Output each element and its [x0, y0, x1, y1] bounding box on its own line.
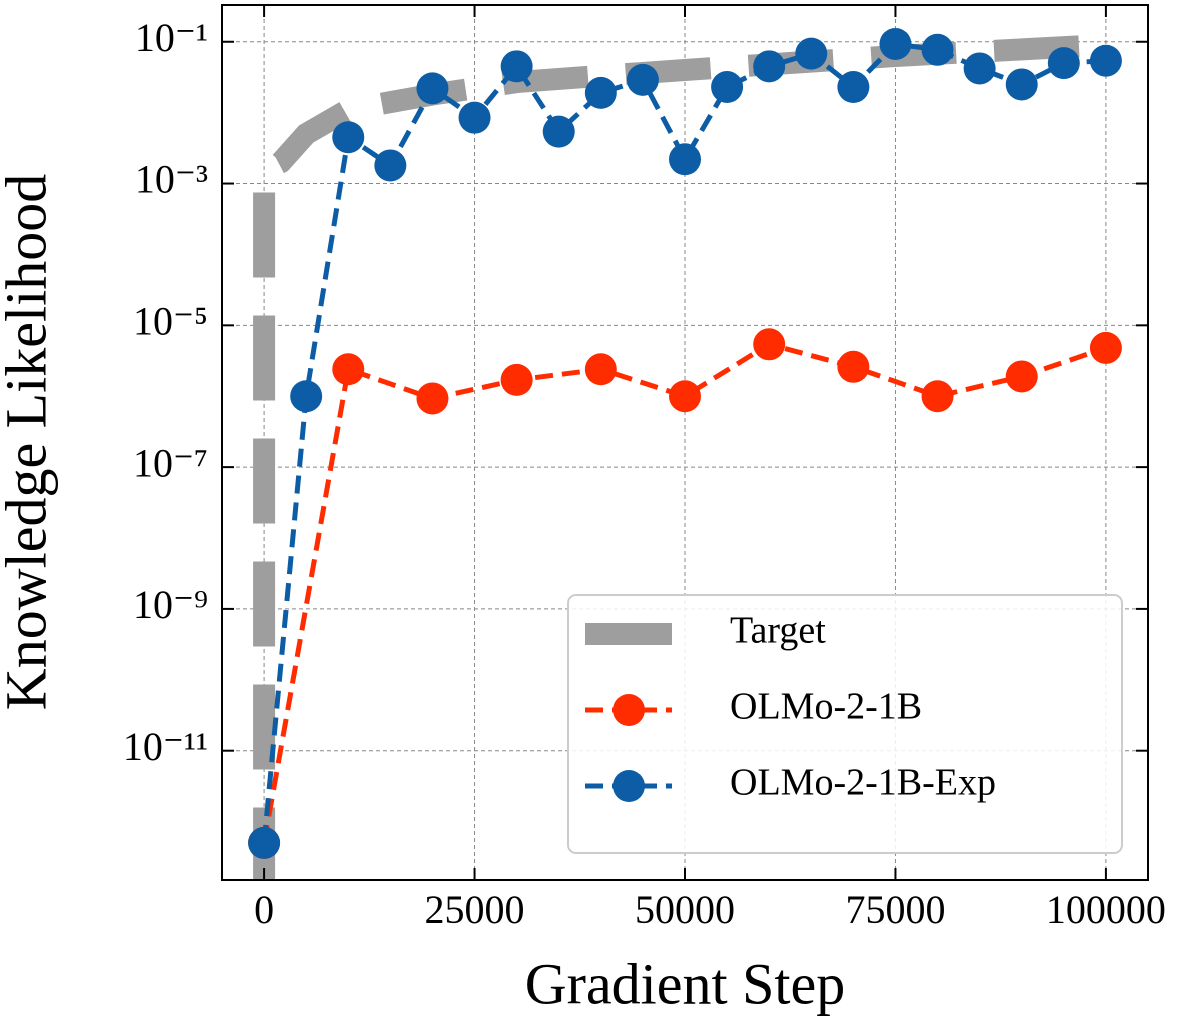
data-point: [584, 353, 617, 386]
x-axis-label: Gradient Step: [525, 951, 846, 1016]
plot-area: [248, 27, 1122, 880]
data-point: [458, 101, 491, 134]
data-point: [584, 76, 617, 109]
data-point: [837, 350, 870, 383]
data-point: [1089, 331, 1122, 364]
data-point: [711, 71, 744, 104]
data-point: [669, 380, 701, 413]
data-point: [542, 115, 575, 148]
data-point: [332, 121, 365, 154]
legend-marker: [613, 770, 645, 802]
y-tick-label: 10⁻¹: [135, 15, 208, 60]
data-point: [416, 72, 449, 105]
data-point: [753, 328, 786, 361]
data-point: [921, 33, 954, 66]
data-point: [626, 63, 659, 96]
ticks: 0 25000 50000 75000 100000 10⁻¹ 10⁻³ 10⁻⁵ 10⁻⁷ 10…: [123, 5, 1166, 932]
x-tick-label: 75000: [845, 887, 945, 932]
data-point: [1005, 360, 1038, 393]
data-point: [1047, 47, 1080, 80]
data-point: [963, 52, 996, 85]
y-tick-label: 10⁻³: [135, 157, 208, 202]
legend-box: [567, 594, 1123, 854]
data-point: [753, 50, 786, 83]
data-point: [669, 143, 701, 176]
data-point: [416, 382, 449, 415]
data-point: [1089, 44, 1122, 77]
x-tick-label: 25000: [425, 887, 525, 932]
data-point: [332, 353, 365, 386]
x-tick-label: 0: [254, 887, 274, 932]
x-tick-label: 100000: [1046, 887, 1166, 932]
data-point: [290, 380, 323, 413]
data-point: [921, 380, 954, 413]
series-line: [261, 341, 1107, 844]
data-point: [500, 50, 533, 83]
data-point: [500, 363, 533, 396]
data-point: [374, 149, 407, 182]
y-axis-label: Knowledge Likelihood: [0, 174, 58, 710]
legend-marker: [613, 694, 645, 726]
y-tick-label: 10⁻⁹: [133, 582, 208, 627]
legend: Target OLMo-2-1B OLMo-2-1B-Exp: [567, 594, 1123, 854]
y-tick-label: 10⁻⁷: [133, 440, 208, 485]
data-point: [248, 826, 281, 859]
data-point: [795, 37, 828, 70]
legend-label: OLMo-2-1B: [730, 686, 922, 728]
data-point: [837, 71, 870, 104]
legend-label: OLMo-2-1B-Exp: [730, 762, 996, 804]
y-tick-label: 10⁻¹¹: [123, 724, 208, 769]
data-point: [1005, 68, 1038, 101]
data-point: [879, 27, 912, 60]
legend-label: Target: [730, 610, 826, 652]
x-tick-label: 50000: [635, 887, 735, 932]
y-tick-label: 10⁻⁵: [133, 299, 208, 344]
